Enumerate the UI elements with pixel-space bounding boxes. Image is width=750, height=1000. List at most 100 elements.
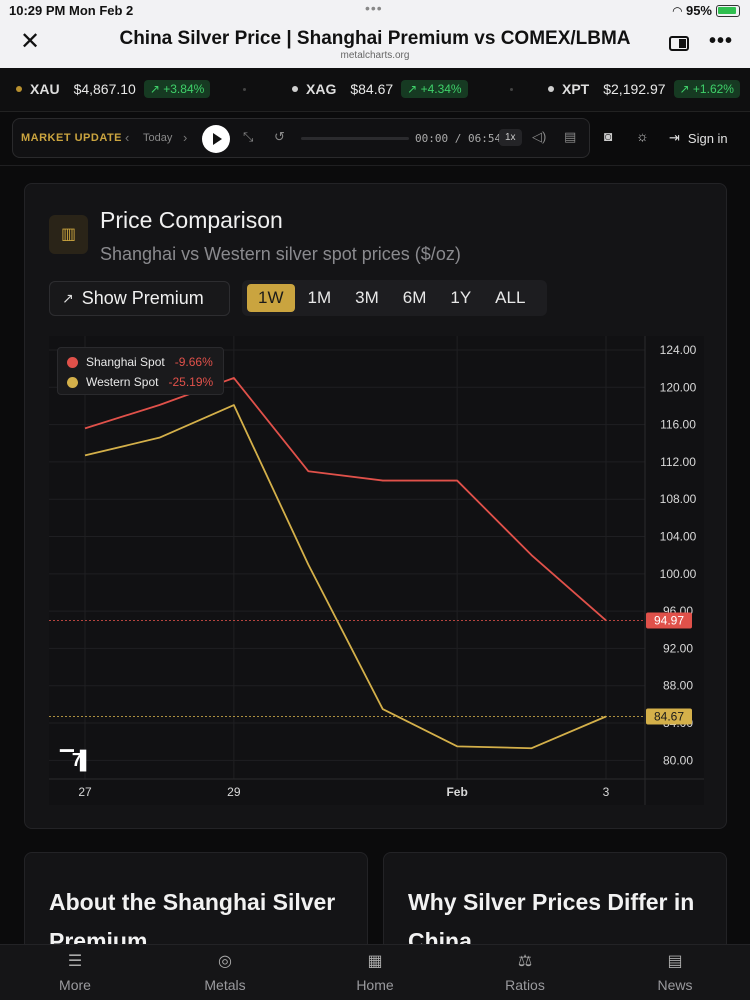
legend-change: -9.66% xyxy=(174,355,213,369)
ticker-change: ↗ +3.84% xyxy=(143,80,211,98)
theme-toggle-icon[interactable]: ☼ xyxy=(636,128,649,144)
ticker-symbol: XPT xyxy=(562,81,590,97)
picture-in-picture-icon[interactable] xyxy=(669,36,689,51)
range-1m[interactable]: 1M xyxy=(307,288,332,307)
nav-metals[interactable]: ◎ Metals xyxy=(175,951,275,993)
article-title: Why Silver Prices Differ in China xyxy=(408,889,695,954)
minimize-icon[interactable]: ⤡ xyxy=(243,129,254,144)
show-premium-label: Show Premium xyxy=(81,288,204,308)
elapsed-time: 00:00 xyxy=(415,132,449,145)
y-tick-label: 108.00 xyxy=(660,492,697,506)
range-selector: 1W 1M 3M 6M 1Y ALL xyxy=(242,280,547,316)
market-update-day: Today xyxy=(143,132,173,144)
transcript-icon[interactable]: ▤ xyxy=(564,129,577,144)
y-tick-label: 116.00 xyxy=(660,418,696,432)
ticker-item[interactable]: XAU $4,867.10 ↗ +3.84% xyxy=(16,80,211,98)
card-subtitle: Shanghai vs Western silver spot prices (… xyxy=(100,244,461,264)
volume-icon[interactable]: ◁) xyxy=(532,129,547,144)
card-title: Price Comparison xyxy=(100,207,283,233)
total-duration: 06:54 xyxy=(468,132,502,145)
market-update-label: MARKET UPDATE xyxy=(21,132,123,144)
nav-home[interactable]: ▦ Home xyxy=(325,951,425,993)
legend-name: Shanghai Spot xyxy=(86,355,165,369)
multitask-dots-icon[interactable]: ••• xyxy=(365,0,383,16)
last-price-badge xyxy=(646,708,692,725)
y-tick-label: 92.00 xyxy=(663,641,693,655)
battery-icon xyxy=(716,4,740,17)
chart-legend: Shanghai Spot -9.66% Western Spot -25.19… xyxy=(57,347,224,395)
legend-item: Western Spot -25.19% xyxy=(67,375,213,389)
nav-label: Home xyxy=(356,977,394,993)
price-comparison-card: ▥ Price Comparison Shanghai vs Western s… xyxy=(24,183,727,829)
battery-percent: 95% xyxy=(685,3,712,18)
range-all[interactable]: ALL xyxy=(495,288,526,307)
y-tick-label: 88.00 xyxy=(663,679,693,693)
chart-canvas[interactable]: 124.00 120.00 116.00 112.00 108.00 104.00 100.… xyxy=(49,336,704,805)
divider xyxy=(0,165,750,166)
legend-dot xyxy=(67,356,78,368)
ticker-symbol: XAG xyxy=(306,81,337,97)
ticker-separator xyxy=(510,88,513,91)
play-button[interactable] xyxy=(202,125,230,153)
bar-chart-icon: ▥ xyxy=(49,215,88,254)
legend-name: Western Spot xyxy=(86,375,159,389)
show-premium-button[interactable]: ↗ Show Premium xyxy=(49,281,230,316)
last-price-badge xyxy=(646,612,692,629)
ticker-price: $4,867.10 xyxy=(73,81,136,97)
y-tick-label: 104.00 xyxy=(660,530,697,544)
x-tick-label: Feb xyxy=(446,785,467,799)
last-price-label: 84.67 xyxy=(654,710,684,724)
status-date: Mon Feb 2 xyxy=(69,3,134,18)
camera-icon[interactable]: ◙ xyxy=(604,128,613,144)
range-6m[interactable]: 6M xyxy=(402,288,427,307)
close-icon[interactable]: ✕ xyxy=(20,28,41,55)
range-1y[interactable]: 1Y xyxy=(450,288,472,307)
nav-label: News xyxy=(657,977,693,993)
price-ticker: XAU $4,867.10 ↗ +3.84% XAG $84.67 ↗ +4.3… xyxy=(0,68,750,112)
legend-item: Shanghai Spot -9.66% xyxy=(67,355,213,369)
series-line-western xyxy=(84,404,607,750)
nav-ratios[interactable]: ⚖ Ratios xyxy=(475,951,575,993)
sign-in-label: Sign in xyxy=(687,130,728,146)
range-1w[interactable]: 1W xyxy=(247,284,295,312)
ticker-change: ↗ +4.34% xyxy=(401,80,468,98)
price-chart[interactable]: 124.00 120.00 116.00 112.00 108.00 104.00 100.… xyxy=(49,336,704,805)
ticker-item[interactable]: XAG $84.67 ↗ +4.34% xyxy=(292,80,468,98)
progress-track[interactable] xyxy=(301,137,409,140)
status-time: 10:29 PM xyxy=(9,3,66,18)
range-3m[interactable]: 3M xyxy=(355,288,379,307)
last-price-label: 94.97 xyxy=(654,613,684,627)
battery-status: ◠ 95% xyxy=(673,3,740,18)
chevron-right-icon[interactable]: › xyxy=(183,130,188,145)
x-tick-label: 27 xyxy=(78,785,92,799)
restart-icon[interactable]: ↺ xyxy=(274,129,285,144)
nav-news[interactable]: ▤ News xyxy=(625,951,725,993)
bottom-navigation: ☰ More ◎ Metals ▦ Home ⚖ Ratios ▤ News xyxy=(0,944,750,1000)
ticker-dot xyxy=(16,86,22,92)
speed-button[interactable]: 1x xyxy=(499,129,522,146)
ticker-item[interactable]: XPT $2,192.97 ↗ +1.62% xyxy=(548,80,740,98)
nav-label: Metals xyxy=(204,977,246,993)
nav-more[interactable]: ☰ More xyxy=(25,951,125,993)
y-tick-label: 100.00 xyxy=(660,567,697,581)
legend-dot xyxy=(67,376,78,388)
coins-icon: ◎ xyxy=(218,953,232,970)
x-tick-label: 3 xyxy=(603,785,610,799)
menu-icon: ☰ xyxy=(67,953,83,970)
ticker-dot xyxy=(292,86,298,92)
ticker-price: $84.67 xyxy=(350,81,394,97)
sign-in-icon: ⇥ xyxy=(669,130,680,145)
more-options-icon[interactable]: ••• xyxy=(709,30,734,52)
tradingview-logo-icon[interactable]: ▔7▌ xyxy=(60,750,93,770)
ticker-separator xyxy=(243,88,246,91)
ticker-change: ↗ +1.62% xyxy=(673,80,740,98)
timecode: 00:00 / 06:54 xyxy=(415,132,502,145)
sign-in-button[interactable]: ⇥ Sign in xyxy=(669,130,728,146)
chevron-left-icon[interactable]: ‹ xyxy=(125,130,130,145)
nav-label: More xyxy=(59,977,91,993)
nav-label: Ratios xyxy=(505,977,545,993)
ticker-dot xyxy=(548,86,554,92)
newspaper-icon: ▤ xyxy=(667,953,683,970)
ticker-change-value: +3.84% xyxy=(163,82,205,96)
x-tick-label: 29 xyxy=(227,785,241,799)
